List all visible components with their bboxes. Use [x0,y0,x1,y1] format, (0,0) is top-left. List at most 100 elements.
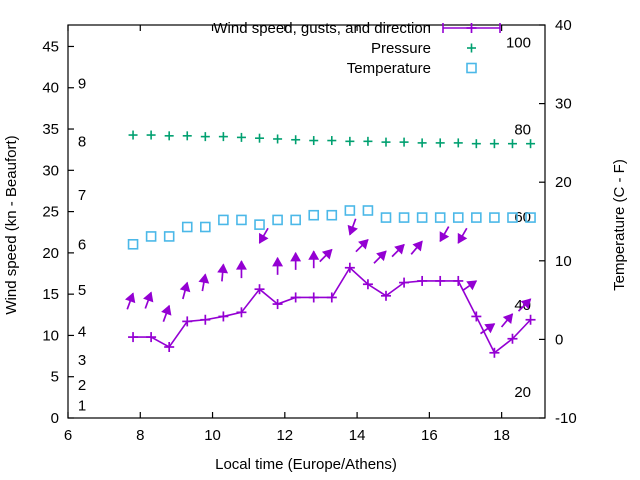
pressure-point [128,130,138,140]
gust-arrow [355,238,369,253]
y-tick-label: 0 [51,410,59,427]
gust-arrow [457,227,468,244]
temperature-point [181,221,193,233]
wind-speed-point [290,292,301,303]
pressure-point [182,131,192,141]
y-tick-label: 25 [42,204,59,221]
plot-frame [67,24,546,419]
gust-arrow [179,281,191,300]
series-pressure [128,130,536,149]
gust-arrow [290,251,302,270]
gust-arrow [161,304,172,322]
y-tick-label: 35 [42,121,59,138]
temperature-point [452,212,464,223]
temperature-point [254,219,265,230]
gust-arrow [391,243,405,258]
wind-speed-point [525,314,536,325]
temperature-point [127,238,139,250]
temperature-point [471,212,482,223]
gust-arrow [235,260,247,279]
wind-speed-point [453,275,464,286]
legend-marker [467,43,476,53]
pressure-point [164,131,174,141]
wind-speed-point [254,284,265,295]
beaufort-label: 5 [78,282,86,299]
legend-marker [442,23,501,33]
gust-arrow [500,313,514,328]
y-tick-label: 40 [42,80,59,97]
legend-label: Wind speed, gusts, and direction [213,20,431,37]
pressure-point [146,130,156,140]
pressure-point [273,134,283,144]
temperature-point [416,212,428,223]
y-tick-label: 5 [51,369,59,386]
x-axis-ticks: 6 8 10 12 14 16 18 [64,25,510,444]
beaufort-label: 3 [78,352,86,369]
beaufort-scale-labels: 1 2 3 4 5 6 7 8 9 [78,76,86,415]
legend-marker [466,62,477,74]
pressure-point [255,133,265,143]
wind-speed-point [236,307,247,318]
temperature-point [380,212,392,223]
y-tick-label: 10 [42,327,59,344]
series-temperature [127,205,536,250]
temperature-point [200,221,211,233]
fahrenheit-label: 100 [506,34,531,51]
wind-speed-point [272,299,283,310]
x-tick-label: 6 [64,427,72,444]
pressure-point [218,132,228,142]
x-tick-label: 18 [493,427,510,444]
pressure-point [345,136,355,146]
wind-speed-point [164,341,175,352]
y-tick-label: 15 [42,286,59,303]
gust-arrow [410,240,423,255]
gust-arrow [461,280,478,292]
temperature-point [525,212,536,223]
temperature-point [326,209,338,221]
pressure-point [327,136,337,146]
wind-speed-point [417,275,428,286]
pressure-point [489,139,499,149]
temperature-point [489,212,500,223]
x-tick-label: 10 [204,427,221,444]
temperature-point [145,231,157,242]
series-gusts [125,218,532,335]
wind-speed-point [507,333,518,344]
legend-label: Temperature [347,60,431,77]
wind-speed-point [146,332,157,343]
temperature-point [398,212,410,223]
wind-speed-point [362,279,373,290]
temperature-point [290,214,301,226]
wind-speed-point [308,292,319,303]
x-tick-label: 8 [136,427,144,444]
y-tick-label: 20 [42,245,59,262]
y2-tick-label: 0 [555,331,563,348]
gust-arrow [517,298,532,312]
gust-arrow [258,227,269,244]
pressure-point [363,136,373,146]
pressure-point [453,138,463,148]
wind-speed-point [489,347,500,358]
series-wind-speed [128,262,536,358]
pressure-point [381,137,391,147]
x-tick-label: 16 [421,427,438,444]
y-axis-label: Wind speed (kn - Beaufort) [3,135,20,314]
beaufort-label: 8 [78,133,86,150]
wind-speed-point [218,311,229,322]
y2-tick-label: 40 [555,17,572,34]
pressure-point [471,139,481,149]
y2-tick-label: 30 [555,96,572,113]
pressure-point [417,138,427,148]
beaufort-label: 1 [78,398,86,415]
temperature-point [434,212,446,223]
temperature-point [272,214,283,226]
gust-arrow [217,263,229,282]
pressure-point [309,136,319,146]
chart-legend: Wind speed, gusts, and direction Pressure… [213,20,501,77]
temperature-point [507,212,518,223]
x-tick-label: 12 [276,427,293,444]
y2-tick-label: 10 [555,253,572,270]
temperature-point [218,214,229,226]
